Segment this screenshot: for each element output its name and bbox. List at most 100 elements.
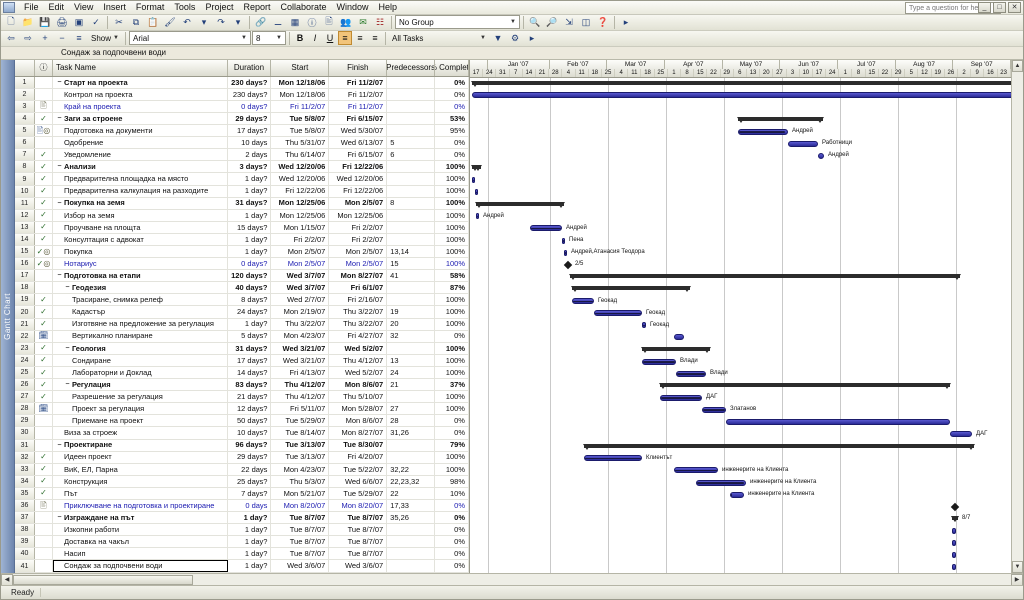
column-header-duration[interactable]: Duration [228,59,272,76]
table-row[interactable]: 36 🖹 Приключване на подготовка и проектира… [15,499,469,513]
cell-duration[interactable]: 0 days? [228,100,272,112]
cell-predecessors[interactable] [387,173,436,185]
cell-task-name[interactable]: Насип [53,548,228,560]
table-row[interactable]: 25 ✓ Лабораторни и Доклад 14 days? Fri 4/13/… [15,366,469,380]
row-indicator[interactable]: ✓ [35,294,53,306]
row-number[interactable]: 30 [15,427,35,439]
chevron-down-icon-filter[interactable]: ▼ [480,35,486,42]
gantt-task-bar[interactable] [472,92,1011,99]
cell-predecessors[interactable]: 27 [387,403,436,415]
cell-duration[interactable]: 50 days? [228,415,272,427]
cell-pct-complete[interactable]: 58% [435,270,469,282]
cell-pct-complete[interactable]: 100% [435,451,469,463]
cell-task-name[interactable]: Предварителна калкулация на разходите [53,185,228,197]
row-indicator[interactable]: ✓ [35,342,53,354]
table-row[interactable]: 8 ✓ − Анализи 3 days? Wed 12/20/06 Fri 12/22/0… [15,161,469,174]
cell-predecessors[interactable]: 8 [387,197,436,209]
cell-finish[interactable]: Fri 6/15/07 [329,149,388,161]
row-number[interactable]: 8 [15,161,35,173]
cell-duration[interactable]: 1 day? [228,560,272,572]
cell-duration[interactable]: 31 days? [228,342,272,354]
gantt-task-bar[interactable] [475,189,478,196]
cell-predecessors[interactable]: 31,26 [387,427,436,439]
cell-task-name[interactable]: − Изграждане на път [53,512,228,524]
cell-pct-complete[interactable]: 53% [435,112,469,125]
cell-task-name[interactable]: Нотариус [53,258,228,270]
cell-start[interactable]: Mon 12/25/06 [271,209,330,221]
cell-finish[interactable]: Mon 2/5/07 [329,258,388,270]
cell-task-name[interactable]: − Заги за строене [53,112,228,125]
gantt-task-bar[interactable] [726,419,950,425]
row-indicator[interactable]: ✓ [35,306,53,318]
cell-pct-complete[interactable]: 100% [435,173,469,185]
cell-duration[interactable]: 0 days? [228,258,272,270]
table-row[interactable]: 37− Изграждане на път 1 day? Tue 8/7/07 Tue … [15,512,469,525]
cell-task-name[interactable]: Лабораторни и Доклад [53,366,228,379]
hide-subtasks-icon[interactable]: − [59,33,65,44]
cut-icon[interactable]: ✂ [115,16,123,27]
cell-start[interactable]: Mon 4/23/07 [271,463,330,475]
cell-task-name[interactable]: − Анализи [53,161,228,173]
new-icon[interactable]: 🗋 [7,16,15,27]
align-center-button[interactable]: ≡ [357,33,363,44]
cell-task-name[interactable]: Предварителна площадка на място [53,173,228,185]
row-number[interactable]: 12 [15,209,35,221]
cell-start[interactable]: Tue 8/7/07 [271,536,330,548]
goto-icon[interactable]: ⚙ [510,32,520,43]
gantt-task-bar[interactable] [642,358,676,365]
cell-task-name[interactable]: Идеен проект [53,451,228,463]
outline-toggle-icon[interactable]: − [57,199,62,207]
cell-duration[interactable]: 2 days [228,149,272,161]
cell-duration[interactable]: 1 day? [228,318,272,330]
cell-predecessors[interactable]: 32,22 [387,463,436,475]
row-indicator[interactable]: 🗓 [35,403,53,415]
column-header-indicators[interactable]: ⓘ [35,59,53,76]
row-indicator[interactable]: ✓ [35,366,53,379]
indent-icon[interactable]: ⇨ [24,32,32,43]
assign-resources-icon[interactable]: 👥 [340,16,352,27]
row-indicator[interactable] [35,88,53,100]
cell-predecessors[interactable]: 24 [387,366,436,379]
table-row[interactable]: 12 ✓ Избор на земя 1 day? Mon 12/25/06 Mon 12… [15,209,469,222]
cell-pct-complete[interactable]: 0% [435,427,469,439]
table-row[interactable]: 17− Подготовка на етапи 120 days? Wed 3/7/0… [15,270,469,283]
cell-task-name[interactable]: Сондиране [53,354,228,366]
table-row[interactable]: 2 Контрол на проекта 230 days? Mon 12/18/06… [15,88,469,101]
split-task-icon[interactable]: ▦ [290,16,300,27]
gantt-task-bar[interactable] [476,213,479,220]
cell-predecessors[interactable] [387,451,436,463]
row-number[interactable]: 18 [15,282,35,294]
row-indicator[interactable] [35,282,53,294]
cell-duration[interactable]: 3 days? [228,161,272,173]
gantt-task-bar[interactable] [702,406,726,413]
show-subtasks-icon[interactable]: + [42,33,48,44]
row-number[interactable]: 15 [15,246,35,258]
cell-start[interactable]: Thu 3/22/07 [271,318,330,330]
row-indicator[interactable]: ✓ [35,391,53,403]
cell-predecessors[interactable] [387,536,436,548]
cell-pct-complete[interactable]: 100% [435,246,469,258]
row-indicator[interactable]: ✓ [35,173,53,185]
row-indicator[interactable]: ✓ [35,451,53,463]
save-icon[interactable]: 💾 [39,16,51,27]
row-number[interactable]: 19 [15,294,35,306]
group-by-combo[interactable]: No Group ▼ [395,15,520,30]
undo-icon[interactable]: ↶ [183,16,191,27]
show-menu[interactable]: Show ▼ [88,31,122,45]
cell-duration[interactable]: 8 days? [228,294,272,306]
print-icon[interactable]: 🖨 [56,16,68,27]
cell-pct-complete[interactable]: 10% [435,487,469,499]
gantt-task-bar[interactable] [788,140,818,147]
row-number[interactable]: 39 [15,536,35,548]
gantt-summary-bar[interactable] [737,117,824,123]
cell-start[interactable]: Thu 5/3/07 [271,475,330,487]
table-row[interactable]: 3 🖹 Край на проекта 0 days? Fri 11/2/07 Fri 1… [15,100,469,113]
cell-predecessors[interactable] [387,88,436,100]
cell-finish[interactable]: Wed 6/13/07 [329,137,388,149]
table-row[interactable]: 41 Сондаж за подпочвени води 1 day? Wed 3/6… [15,560,469,573]
cell-task-name[interactable]: − Геология [53,342,228,354]
row-indicator[interactable]: ✓ [35,185,53,197]
table-row[interactable]: 20 ✓ Кадастър 24 days? Mon 2/19/07 Thu 3/22/0… [15,306,469,319]
row-number[interactable]: 6 [15,137,35,149]
gantt-milestone[interactable] [563,260,573,270]
